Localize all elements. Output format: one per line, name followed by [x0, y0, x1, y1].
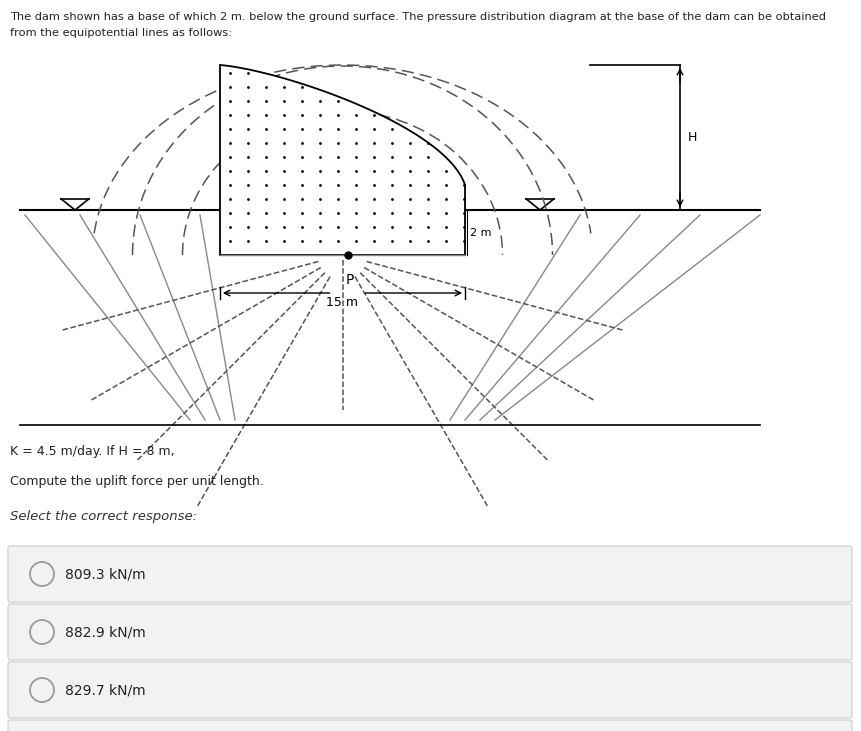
Text: 829.7 kN/m: 829.7 kN/m	[65, 683, 146, 697]
Text: 15 m: 15 m	[326, 296, 358, 309]
Text: H: H	[688, 131, 697, 144]
Text: 2 m: 2 m	[470, 227, 492, 238]
Text: Select the correct response:: Select the correct response:	[10, 510, 197, 523]
FancyBboxPatch shape	[8, 720, 852, 731]
Text: K = 4.5 m/day. If H = 8 m,: K = 4.5 m/day. If H = 8 m,	[10, 445, 175, 458]
Text: The dam shown has a base of which 2 m. below the ground surface. The pressure di: The dam shown has a base of which 2 m. b…	[10, 12, 826, 22]
Polygon shape	[220, 65, 465, 255]
FancyBboxPatch shape	[8, 662, 852, 718]
Text: 809.3 kN/m: 809.3 kN/m	[65, 567, 146, 581]
Text: from the equipotential lines as follows:: from the equipotential lines as follows:	[10, 28, 232, 38]
FancyBboxPatch shape	[8, 604, 852, 660]
Text: 882.9 kN/m: 882.9 kN/m	[65, 625, 146, 639]
Text: P: P	[345, 273, 354, 287]
FancyBboxPatch shape	[8, 546, 852, 602]
Text: Compute the uplift force per unit length.: Compute the uplift force per unit length…	[10, 475, 263, 488]
